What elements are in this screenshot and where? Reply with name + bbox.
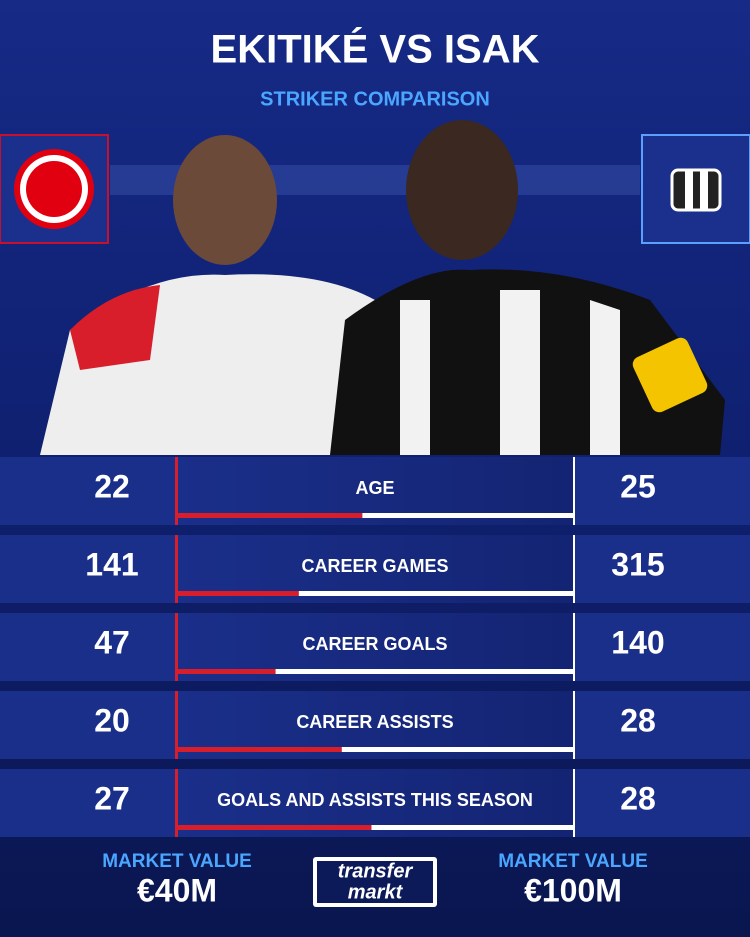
left-value: 20 <box>94 702 130 738</box>
bar-left <box>175 747 342 752</box>
right-club-logo <box>641 134 750 244</box>
logo-top: transfer <box>338 860 414 882</box>
row-divider <box>175 535 178 603</box>
subtitle: STRIKER COMPARISON <box>260 88 490 110</box>
bar-left <box>175 669 276 674</box>
row-divider <box>175 769 178 837</box>
row-divider <box>175 613 178 681</box>
row-right-panel <box>575 457 750 525</box>
market-value-label: MARKET VALUE <box>102 851 252 872</box>
bar-left <box>175 591 299 596</box>
row-divider <box>573 769 575 837</box>
market-value: €100M <box>524 872 622 908</box>
row-divider <box>175 691 178 759</box>
right-value: 25 <box>620 468 656 504</box>
row-right-panel <box>575 613 750 681</box>
logo-inner <box>317 861 433 903</box>
bar-right <box>298 591 575 596</box>
bar-left <box>175 513 363 518</box>
row-left-panel <box>0 613 175 681</box>
right-value: 140 <box>611 624 664 660</box>
bar-right <box>362 513 575 518</box>
right-value: 28 <box>620 780 656 816</box>
bar-right <box>275 669 575 674</box>
market-value: €40M <box>137 872 217 908</box>
stat-label: AGE <box>355 478 394 498</box>
stat-label: GOALS AND ASSISTS THIS SEASON <box>217 790 533 810</box>
bar-right <box>341 747 575 752</box>
left-club-logo <box>0 134 109 244</box>
right-value: 315 <box>611 546 664 582</box>
logo-bottom: markt <box>348 881 404 903</box>
row-divider <box>573 535 575 603</box>
left-value: 22 <box>94 468 130 504</box>
stat-label: CAREER GOALS <box>302 634 447 654</box>
bar-left <box>175 825 372 830</box>
stat-label: CAREER GAMES <box>301 556 448 576</box>
row-left-panel <box>0 769 175 837</box>
row-divider <box>573 613 575 681</box>
row-divider <box>573 691 575 759</box>
row-right-panel <box>575 535 750 603</box>
title: EKITIKÉ VS ISAK <box>211 27 540 72</box>
right-value: 28 <box>620 702 656 738</box>
market-value-label: MARKET VALUE <box>498 851 648 872</box>
bar-right <box>371 825 575 830</box>
row-left-panel <box>0 691 175 759</box>
row-divider <box>573 457 575 525</box>
left-value: 141 <box>85 546 138 582</box>
row-right-panel <box>575 769 750 837</box>
player-right-photo <box>330 120 725 455</box>
row-left-panel <box>0 457 175 525</box>
row-right-panel <box>575 691 750 759</box>
player-left-photo <box>40 135 390 455</box>
left-value: 27 <box>94 780 130 816</box>
row-divider <box>175 457 178 525</box>
left-value: 47 <box>94 624 130 660</box>
stat-label: CAREER ASSISTS <box>296 712 453 732</box>
row-left-panel <box>0 535 175 603</box>
